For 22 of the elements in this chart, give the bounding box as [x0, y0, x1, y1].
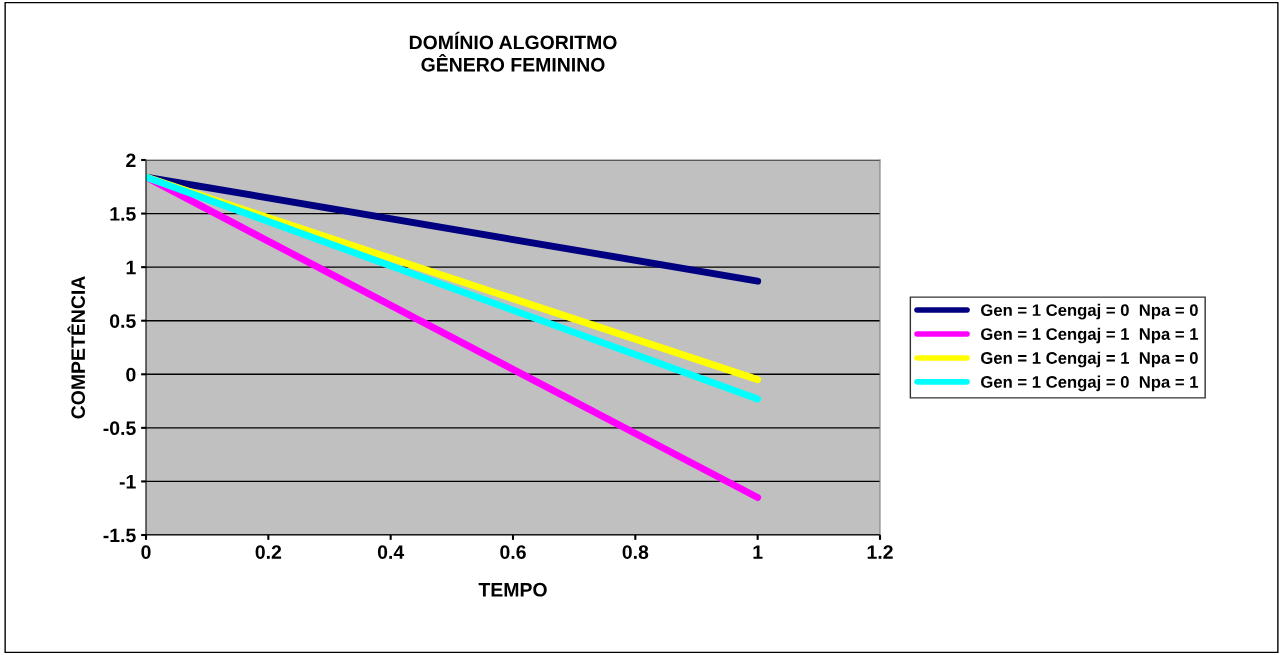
- x-tick-label: 1: [753, 545, 763, 559]
- y-tick-label: -0.5: [103, 421, 136, 436]
- legend-label: Gen = 1 Cengaj = 0 Npa = 0: [981, 303, 1198, 320]
- x-tick-label: 1.2: [867, 545, 893, 559]
- legend-label: Gen = 1 Cengaj = 1 Npa = 1: [981, 327, 1199, 344]
- chart-title: DOMÍNIO ALGORITMO GÊNERO FEMININO: [409, 31, 617, 72]
- y-tick-label: 0: [126, 367, 136, 382]
- x-tick-label: 0: [141, 545, 151, 559]
- x-tick-label: 0.8: [622, 545, 649, 559]
- x-tick-label: 0.4: [377, 545, 405, 559]
- y-tick-label: -1.5: [103, 528, 136, 543]
- y-tick-label: 1.5: [110, 207, 136, 221]
- y-tick-label: 0.5: [110, 314, 136, 328]
- x-axis-title: TEMPO: [478, 582, 547, 597]
- y-axis-title: COMPETÊNCIA: [67, 276, 86, 419]
- y-tick-label: 1: [126, 260, 136, 275]
- legend-label: Gen = 1 Cengaj = 0 Npa = 1: [981, 375, 1199, 392]
- x-tick-label: 0.6: [500, 545, 526, 559]
- y-tick-label: 2: [126, 153, 136, 168]
- legend-label: Gen = 1 Cengaj = 1 Npa = 0: [981, 351, 1198, 368]
- x-tick-label: 0.2: [255, 545, 282, 559]
- y-tick-label: -1: [119, 475, 136, 489]
